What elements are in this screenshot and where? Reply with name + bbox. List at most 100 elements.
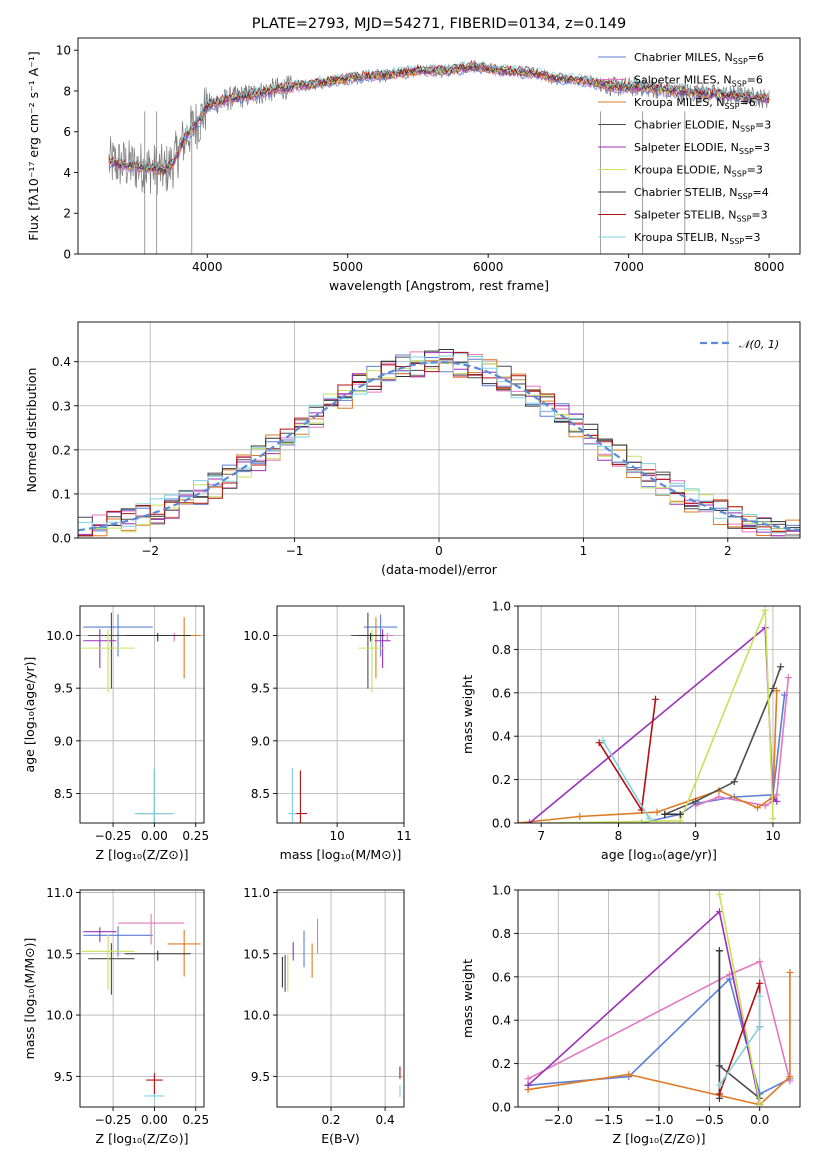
legend-entry: Kroupa ELODIE, NSSP=3 bbox=[634, 164, 763, 179]
y-axis-label: age [log₁₀(age/yr)] bbox=[22, 657, 37, 773]
y-tick-label: 10.0 bbox=[46, 629, 73, 643]
x-tick-label: 2 bbox=[724, 544, 732, 558]
chart-title: PLATE=2793, MJD=54271, FIBERID=0134, z=0… bbox=[252, 16, 626, 32]
y-tick-label: 0.0 bbox=[492, 1101, 511, 1115]
y-tick-label: 6 bbox=[63, 125, 71, 139]
y-tick-label: 0.4 bbox=[492, 1014, 511, 1028]
x-tick-label: 0.25 bbox=[182, 829, 209, 843]
legend-nssp-prefix: , N bbox=[718, 51, 733, 64]
legend-nssp-value: 3 bbox=[764, 119, 771, 132]
chart-mass-vs-Z: −0.25 0.00 0.25 9.5 10.0 10.5 11.0 Z [log₁₀(Z/Z… bbox=[22, 886, 209, 1146]
x-tick-label: 0.4 bbox=[376, 1113, 395, 1127]
legend-entry: Chabrier MILES, NSSP=6 bbox=[634, 51, 764, 66]
y-tick-label: 0.8 bbox=[492, 643, 511, 657]
x-tick-label: 5000 bbox=[332, 260, 363, 274]
y-tick-label: 1.0 bbox=[492, 884, 511, 898]
x-tick-label: −2.0 bbox=[544, 1113, 573, 1127]
legend-nssp-sub: SSP bbox=[724, 102, 739, 111]
legend-entry: Kroupa MILES, NSSP=6 bbox=[634, 96, 756, 111]
legend-series-name: Salpeter MILES bbox=[634, 74, 716, 87]
x-tick-label: −0.25 bbox=[95, 829, 132, 843]
legend-nssp-value: 3 bbox=[763, 141, 770, 154]
legend-series-name: Chabrier STELIB bbox=[634, 186, 722, 199]
mass-weight-marker bbox=[661, 810, 669, 818]
plot-area bbox=[277, 606, 404, 823]
mass-weight-marker bbox=[715, 908, 723, 916]
x-tick-label: 10 bbox=[330, 829, 345, 843]
mass-weight-marker bbox=[524, 1075, 532, 1083]
axes-frame bbox=[517, 605, 801, 824]
plot-area bbox=[518, 890, 800, 1107]
y-tick-label: 0.2 bbox=[492, 1057, 511, 1071]
mass-weight-marker bbox=[756, 1023, 764, 1031]
axes-frame bbox=[79, 889, 205, 1108]
y-tick-label: 11.0 bbox=[46, 886, 73, 900]
x-tick-label: 7000 bbox=[613, 260, 644, 274]
y-tick-label: 0.8 bbox=[492, 927, 511, 941]
y-tick-label: 10.0 bbox=[46, 1009, 73, 1023]
x-tick-label: −0.25 bbox=[95, 1113, 132, 1127]
chart-mass-vs-ebv: 0.2 0.4 9.5 10.0 10.5 11.0 E(B-V) bbox=[243, 886, 405, 1146]
legend-entry: Kroupa STELIB, NSSP=3 bbox=[634, 231, 760, 246]
y-tick-label: 2 bbox=[63, 207, 71, 221]
mass-weight-marker bbox=[773, 797, 781, 805]
y-tick-label: 0.6 bbox=[492, 686, 511, 700]
chart-age-vs-mass: 10 11 8.5 9.0 9.5 10.0 mass [log₁₀(M/M⊙)] bbox=[243, 605, 412, 862]
x-tick-label: 8 bbox=[615, 829, 623, 843]
plot-area bbox=[78, 322, 800, 538]
legend-series-name: Chabrier MILES bbox=[634, 51, 718, 64]
axes-frame bbox=[517, 889, 801, 1108]
legend-nssp-prefix: , N bbox=[716, 164, 731, 177]
y-tick-label: 9.5 bbox=[251, 682, 270, 696]
x-tick-label: 6000 bbox=[473, 260, 504, 274]
x-tick-label: −1 bbox=[286, 544, 304, 558]
legend-nssp-prefix: , N bbox=[709, 96, 724, 109]
mass-weight-marker bbox=[754, 804, 762, 812]
mass-weight-marker bbox=[599, 737, 607, 745]
y-tick-label: 10.0 bbox=[243, 1009, 270, 1023]
axes-frame bbox=[79, 605, 205, 824]
legend-nssp-sub: SSP bbox=[729, 237, 744, 246]
legend-nssp-eq: = bbox=[748, 51, 757, 64]
legend-nssp-eq: = bbox=[747, 74, 756, 87]
x-axis-label: Z [log₁₀(Z/Z⊙)] bbox=[96, 1131, 189, 1146]
legend-nssp-sub: SSP bbox=[732, 80, 747, 89]
mass-weight-marker bbox=[773, 791, 781, 799]
y-tick-label: 0.3 bbox=[52, 399, 71, 413]
legend-nssp-value: 4 bbox=[762, 186, 769, 199]
chart-residuals: −2 −1 0 1 2 0.0 0.1 0.2 0.3 0.4 (data-model)/error… bbox=[24, 321, 801, 577]
x-tick-label: 7 bbox=[537, 829, 545, 843]
legend-nssp-value: 6 bbox=[757, 51, 764, 64]
plot-area bbox=[277, 890, 404, 1107]
mass-weight-marker bbox=[715, 947, 723, 955]
legend-nssp-sub: SSP bbox=[739, 147, 754, 156]
plot-area bbox=[80, 890, 204, 1107]
mass-weight-marker bbox=[545, 819, 553, 823]
x-axis-label: E(B-V) bbox=[321, 1131, 360, 1146]
y-tick-label: 8.5 bbox=[251, 787, 270, 801]
legend-nssp-value: 3 bbox=[761, 209, 768, 222]
x-tick-label: −1.0 bbox=[644, 1113, 673, 1127]
legend-nssp-prefix: , N bbox=[725, 119, 740, 132]
x-tick-label: 4000 bbox=[192, 260, 223, 274]
legend-series-name: Kroupa ELODIE bbox=[634, 164, 716, 177]
y-tick-label: 10.5 bbox=[243, 947, 270, 961]
x-tick-label: 8000 bbox=[754, 260, 785, 274]
x-axis-label: (data-model)/error bbox=[381, 562, 498, 577]
y-tick-label: 0.0 bbox=[492, 817, 511, 831]
y-tick-label: 8 bbox=[63, 84, 71, 98]
y-tick-label: 0.2 bbox=[52, 443, 71, 457]
x-tick-label: −2 bbox=[141, 544, 159, 558]
legend-nssp-sub: SSP bbox=[733, 57, 748, 66]
y-tick-label: 0.0 bbox=[52, 532, 71, 546]
x-tick-label: 9 bbox=[692, 829, 700, 843]
chart-weight-vs-Z: −2.0 −1.5 −1.0 −0.5 0.0 0.0 0.2 0.4 0.6 0.8 1.0 Z [… bbox=[460, 884, 801, 1146]
y-tick-label: 4 bbox=[63, 166, 71, 180]
mass-weight-marker bbox=[653, 808, 661, 816]
x-axis-label: Z [log₁₀(Z/Z⊙)] bbox=[96, 847, 189, 862]
x-tick-label: 0.00 bbox=[141, 1113, 168, 1127]
x-tick-label: 0 bbox=[435, 544, 443, 558]
y-axis-label: Flux [fλ10⁻¹⁷ erg cm⁻² s⁻¹ A⁻¹] bbox=[26, 51, 41, 240]
chart-age-vs-Z: −0.25 0.00 0.25 8.5 9.0 9.5 10.0 Z [log₁₀(Z/Z⊙)… bbox=[22, 605, 209, 862]
